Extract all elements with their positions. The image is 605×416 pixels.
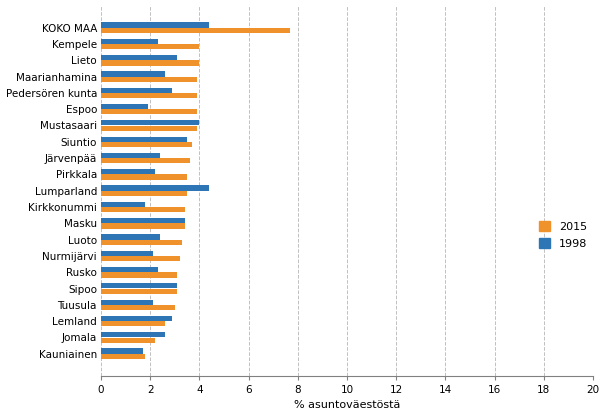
Legend: 2015, 1998: 2015, 1998 xyxy=(539,221,587,249)
Bar xyxy=(101,126,197,131)
Bar xyxy=(101,136,187,142)
Bar xyxy=(101,316,172,321)
Bar xyxy=(101,250,152,256)
Bar xyxy=(101,349,143,354)
Bar xyxy=(101,142,192,147)
Bar xyxy=(101,60,200,66)
Bar xyxy=(101,272,177,277)
Bar xyxy=(101,71,165,77)
Bar xyxy=(101,240,182,245)
Bar xyxy=(101,256,180,261)
Bar xyxy=(101,55,177,60)
Bar xyxy=(101,337,155,343)
Bar xyxy=(101,88,172,93)
Bar xyxy=(101,234,160,240)
Bar xyxy=(101,22,209,27)
Bar xyxy=(101,332,165,337)
Bar xyxy=(101,120,200,125)
Bar xyxy=(101,267,158,272)
Bar xyxy=(101,305,175,310)
Bar xyxy=(101,44,200,49)
Bar xyxy=(101,191,187,196)
Bar xyxy=(101,207,185,212)
Bar xyxy=(101,153,160,158)
Bar xyxy=(101,104,148,109)
Bar xyxy=(101,39,158,44)
Bar xyxy=(101,158,189,163)
Bar xyxy=(101,93,197,98)
Bar xyxy=(101,218,185,223)
Bar xyxy=(101,186,209,191)
Bar xyxy=(101,354,145,359)
Bar xyxy=(101,283,177,288)
Bar xyxy=(101,300,152,305)
Bar xyxy=(101,28,290,33)
Bar xyxy=(101,109,197,114)
X-axis label: % asuntoväestöstä: % asuntoväestöstä xyxy=(294,401,400,411)
Bar xyxy=(101,202,145,207)
Bar xyxy=(101,174,187,180)
Bar xyxy=(101,321,165,327)
Bar xyxy=(101,77,197,82)
Bar xyxy=(101,169,155,174)
Bar xyxy=(101,289,177,294)
Bar xyxy=(101,223,185,229)
